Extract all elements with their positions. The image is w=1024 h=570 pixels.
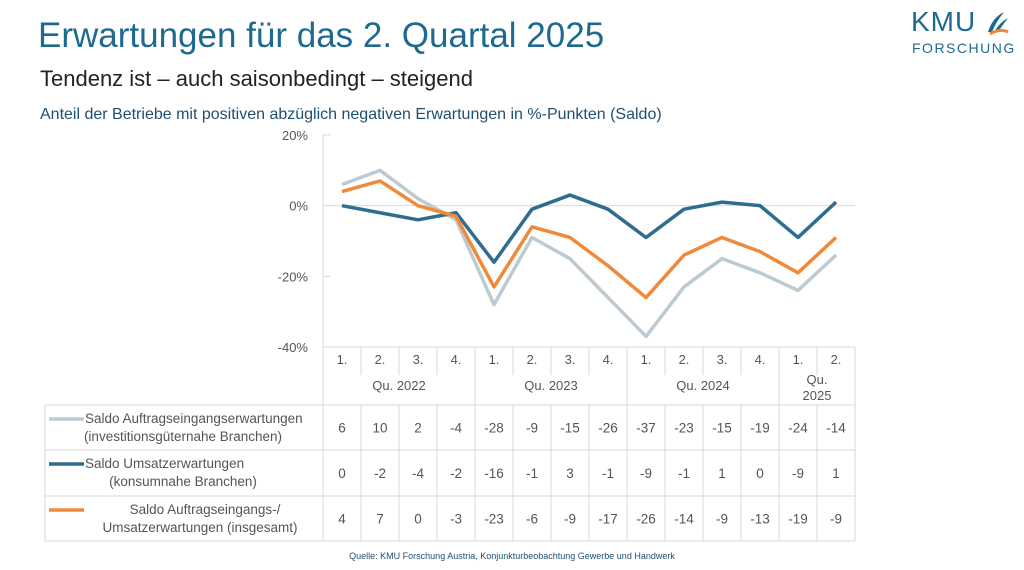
table-cell: -2: [374, 466, 386, 481]
x-tick-label: 4.: [603, 352, 614, 367]
table-cell: 1: [718, 466, 726, 481]
table-cell: -9: [526, 421, 538, 436]
x-tick-label: 3.: [413, 352, 424, 367]
table-cell: 0: [756, 466, 764, 481]
table-cell: 3: [566, 466, 574, 481]
x-tick-label: 3.: [565, 352, 576, 367]
table-cell: -1: [526, 466, 538, 481]
logo-subtext: FORSCHUNG: [912, 40, 1016, 56]
subtitle: Tendenz ist – auch saisonbedingt – steig…: [40, 66, 473, 91]
table-cell: -9: [640, 466, 652, 481]
source-note: Quelle: KMU Forschung Austria, Konjunktu…: [349, 551, 675, 561]
x-tick-label: 2.: [831, 352, 842, 367]
series-line-1: [341, 168, 838, 339]
logo-feather-icon: [988, 12, 1009, 36]
table-cell: 1: [832, 466, 840, 481]
x-tick-label: 4.: [755, 352, 766, 367]
group-label: Qu. 2024: [676, 378, 730, 393]
x-tick-label: 2.: [375, 352, 386, 367]
table-cell: -9: [792, 466, 804, 481]
x-tick-label: 2.: [679, 352, 690, 367]
table-cell: -3: [450, 512, 462, 527]
legend-label: Saldo Umsatzerwartungen: [85, 456, 244, 471]
table-cell: -16: [484, 466, 504, 481]
logo: KMU: [911, 6, 977, 37]
chart: 20% 0% -20% -40% 1. 2. 3. 4. 1. 2. 3. 4. 1. 2. 3. 4. 1. 2…: [44, 128, 856, 542]
x-tick-label: 1.: [489, 352, 500, 367]
table-cell: -26: [636, 512, 656, 527]
table-cell: -17: [598, 512, 618, 527]
table-cell: -14: [826, 421, 846, 436]
table-cell: -6: [526, 512, 538, 527]
table-cell: -1: [602, 466, 614, 481]
y-tick-label: 0%: [289, 199, 308, 214]
table-cell: 0: [414, 512, 422, 527]
y-tick-label: -40%: [278, 340, 309, 355]
table-cell: 4: [338, 512, 346, 527]
group-label: Qu.: [807, 372, 828, 387]
table-cell: -24: [788, 421, 808, 436]
table-cell: -9: [716, 512, 728, 527]
chart-description: Anteil der Betriebe mit positiven abzügl…: [40, 106, 662, 123]
x-tick-label: 1.: [793, 352, 804, 367]
legend-label: (investitionsgüternahe Branchen): [84, 429, 282, 444]
table-cell: 10: [372, 421, 387, 436]
table-cell: 6: [338, 421, 346, 436]
table-cell: -14: [674, 512, 694, 527]
table-cell: 2: [414, 421, 422, 436]
x-tick-label: 1.: [641, 352, 652, 367]
table-cell: -9: [830, 512, 842, 527]
table-cell: -4: [450, 421, 462, 436]
page-title: Erwartungen für das 2. Quartal 2025: [38, 16, 605, 55]
table-cell: -4: [412, 466, 424, 481]
table-cell: -13: [750, 512, 770, 527]
table-cell: -1: [678, 466, 690, 481]
x-tick-label: 2.: [527, 352, 538, 367]
series-line-3: [341, 179, 838, 300]
group-label: Qu. 2022: [372, 378, 426, 393]
series-line-2: [341, 193, 838, 264]
table-cell: -19: [750, 421, 770, 436]
y-tick-label: 20%: [282, 128, 308, 143]
table-cell: -9: [564, 512, 576, 527]
legend-label: Saldo Auftragseingangs-/: [130, 502, 281, 517]
table-cell: -2: [450, 466, 462, 481]
table-cell: -15: [560, 421, 580, 436]
legend-label: Saldo Auftragseingangserwartungen: [85, 411, 303, 426]
legend-label: Umsatzerwartungen (insgesamt): [102, 520, 297, 535]
group-label: 2025: [803, 388, 832, 403]
x-tick-label: 3.: [717, 352, 728, 367]
table-cell: -26: [598, 421, 618, 436]
table-cell: -37: [636, 421, 656, 436]
table-cell: 0: [338, 466, 346, 481]
table-cell: -28: [484, 421, 504, 436]
x-tick-label: 4.: [451, 352, 462, 367]
table-cell: -19: [788, 512, 808, 527]
x-tick-label: 1.: [337, 352, 348, 367]
table-cell: 7: [376, 512, 384, 527]
y-tick-label: -20%: [278, 269, 309, 284]
table-cell: -15: [712, 421, 732, 436]
table-cell: -23: [484, 512, 504, 527]
group-label: Qu. 2023: [524, 378, 578, 393]
table-cell: -23: [674, 421, 694, 436]
legend-label: (konsumnahe Branchen): [109, 474, 257, 489]
